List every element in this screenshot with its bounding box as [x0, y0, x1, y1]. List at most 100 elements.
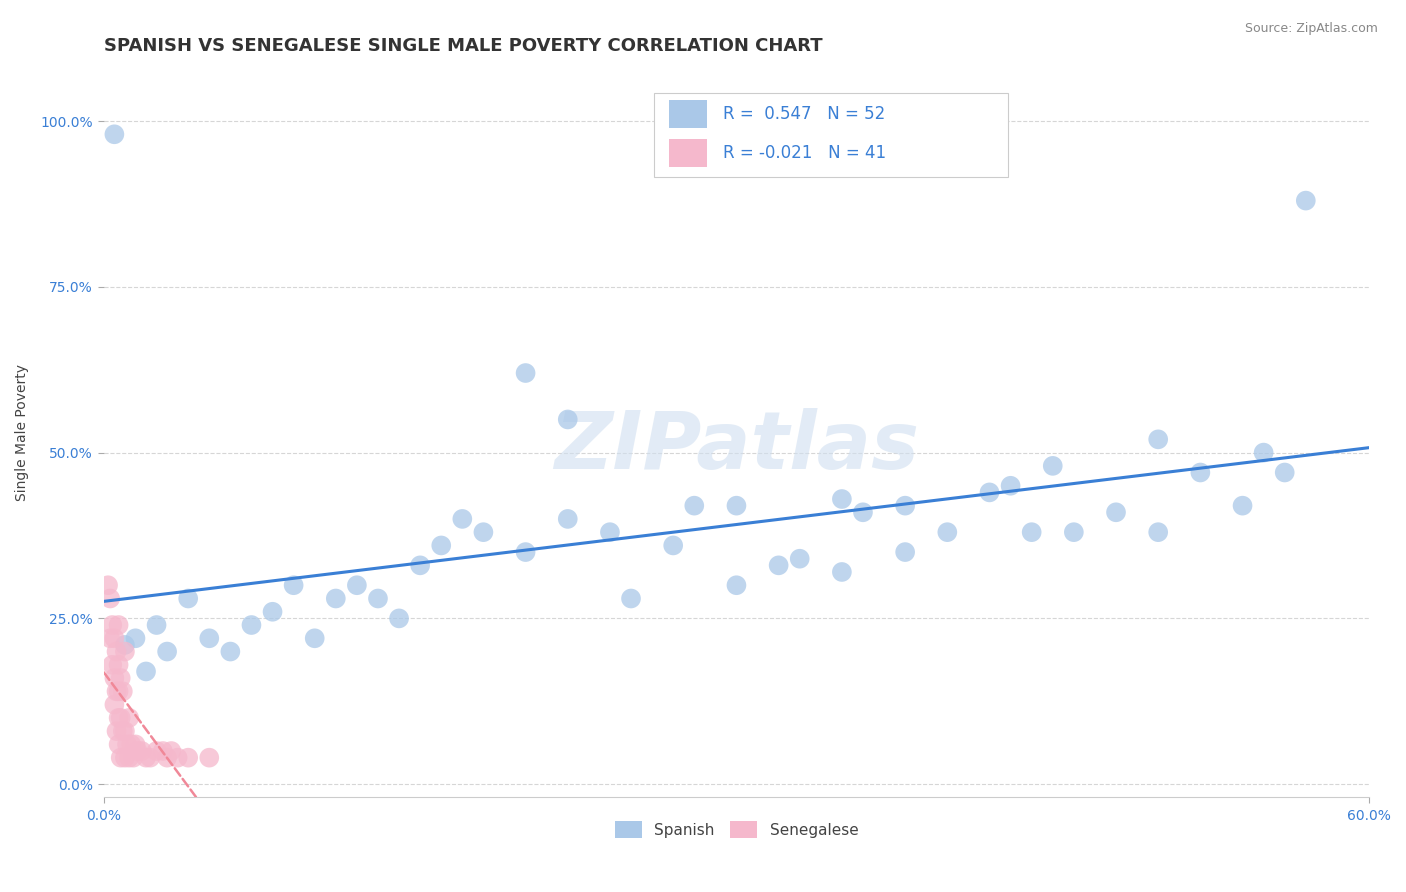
FancyBboxPatch shape: [669, 100, 707, 128]
Point: [110, 711, 132, 725]
Point: [894, 545, 917, 559]
Point: [139, 750, 162, 764]
Point: [114, 750, 136, 764]
Point: [114, 638, 136, 652]
Point: [979, 485, 1001, 500]
Point: [156, 750, 179, 764]
Point: [131, 744, 153, 758]
Legend: Spanish, Senegalese: Spanish, Senegalese: [609, 814, 865, 845]
Point: [135, 750, 157, 764]
Point: [219, 644, 242, 658]
Point: [103, 671, 125, 685]
Point: [135, 665, 157, 679]
Point: [409, 558, 432, 573]
Text: ZIPatlas: ZIPatlas: [554, 409, 920, 486]
Point: [118, 750, 141, 764]
Point: [1274, 466, 1296, 480]
Point: [831, 565, 853, 579]
Point: [160, 744, 183, 758]
Point: [115, 738, 138, 752]
Point: [768, 558, 790, 573]
Point: [683, 499, 706, 513]
Point: [1042, 458, 1064, 473]
Point: [283, 578, 305, 592]
Point: [105, 724, 128, 739]
Point: [725, 499, 748, 513]
Point: [124, 632, 146, 646]
Point: [111, 724, 134, 739]
Point: [105, 644, 128, 658]
Point: [118, 711, 141, 725]
Point: [662, 538, 685, 552]
Point: [152, 744, 174, 758]
Point: [304, 632, 326, 646]
Point: [124, 738, 146, 752]
Point: [262, 605, 284, 619]
Point: [515, 545, 537, 559]
Point: [240, 618, 263, 632]
Point: [101, 618, 124, 632]
Point: [111, 684, 134, 698]
Point: [936, 525, 959, 540]
Point: [103, 128, 125, 142]
Point: [97, 578, 120, 592]
Text: Source: ZipAtlas.com: Source: ZipAtlas.com: [1244, 22, 1378, 36]
Point: [177, 750, 200, 764]
Point: [145, 744, 167, 758]
Point: [789, 551, 811, 566]
Point: [515, 366, 537, 380]
Point: [107, 738, 129, 752]
Point: [1000, 479, 1022, 493]
Point: [451, 512, 474, 526]
Point: [107, 657, 129, 672]
Point: [1189, 466, 1212, 480]
Point: [367, 591, 389, 606]
Point: [101, 657, 124, 672]
Point: [1232, 499, 1254, 513]
Point: [346, 578, 368, 592]
Point: [472, 525, 495, 540]
Point: [127, 744, 149, 758]
Point: [1295, 194, 1317, 208]
Point: [430, 538, 453, 552]
Point: [852, 505, 875, 519]
Point: [156, 644, 179, 658]
Point: [107, 684, 129, 698]
Point: [166, 750, 188, 764]
Point: [98, 591, 121, 606]
Point: [98, 632, 121, 646]
Point: [1147, 433, 1170, 447]
Point: [831, 491, 853, 506]
Point: [388, 611, 411, 625]
Point: [1021, 525, 1043, 540]
Point: [198, 750, 221, 764]
Point: [198, 632, 221, 646]
Point: [557, 412, 579, 426]
Point: [120, 738, 142, 752]
Point: [110, 671, 132, 685]
Point: [325, 591, 347, 606]
Text: R =  0.547   N = 52: R = 0.547 N = 52: [723, 105, 884, 123]
Point: [110, 750, 132, 764]
Point: [725, 578, 748, 592]
Point: [107, 711, 129, 725]
Text: R = -0.021   N = 41: R = -0.021 N = 41: [723, 145, 886, 162]
Y-axis label: Single Male Poverty: Single Male Poverty: [15, 364, 30, 501]
Point: [1105, 505, 1128, 519]
Point: [1063, 525, 1085, 540]
Point: [103, 632, 125, 646]
FancyBboxPatch shape: [669, 139, 707, 167]
Point: [894, 499, 917, 513]
Point: [557, 512, 579, 526]
Point: [122, 750, 145, 764]
Point: [145, 618, 167, 632]
FancyBboxPatch shape: [654, 94, 1008, 178]
Point: [114, 724, 136, 739]
Text: SPANISH VS SENEGALESE SINGLE MALE POVERTY CORRELATION CHART: SPANISH VS SENEGALESE SINGLE MALE POVERT…: [104, 37, 823, 55]
Point: [1147, 525, 1170, 540]
Point: [103, 698, 125, 712]
Point: [1253, 445, 1275, 459]
Point: [620, 591, 643, 606]
Point: [599, 525, 621, 540]
Point: [114, 644, 136, 658]
